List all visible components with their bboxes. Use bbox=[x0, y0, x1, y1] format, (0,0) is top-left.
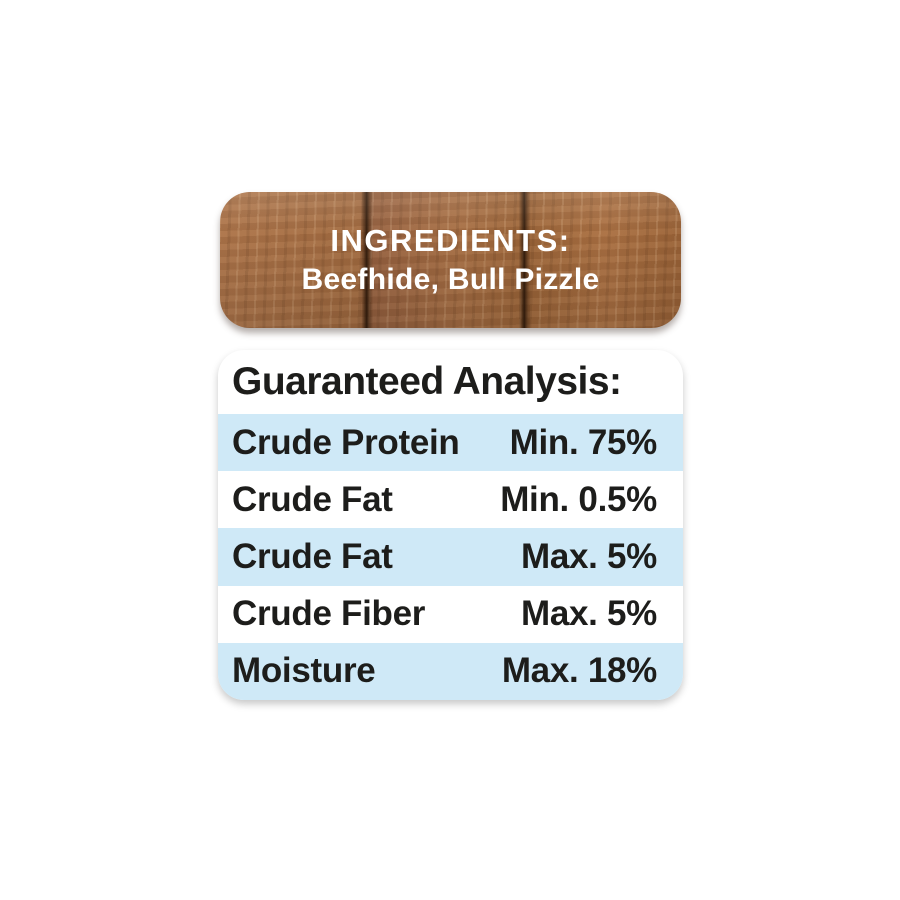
analysis-row-crude-fat-max: Crude Fat Max. 5% bbox=[218, 528, 683, 586]
nutrient-label: Moisture bbox=[232, 651, 376, 691]
nutrient-value: Max. 5% bbox=[520, 594, 657, 634]
analysis-row-crude-fiber: Crude Fiber Max. 5% bbox=[218, 586, 683, 643]
ingredients-panel: INGREDIENTS: Beefhide, Bull Pizzle bbox=[220, 192, 681, 328]
analysis-title: Guaranteed Analysis: bbox=[232, 360, 622, 403]
nutrient-label: Crude Protein bbox=[232, 422, 460, 462]
ingredients-title: INGREDIENTS: bbox=[330, 222, 571, 258]
nutrient-label: Crude Fat bbox=[232, 537, 393, 576]
nutrient-value: Max. 5% bbox=[520, 537, 657, 576]
analysis-row-moisture: Moisture Max. 18% bbox=[218, 642, 683, 700]
nutrient-value: Min. 0.5% bbox=[500, 479, 657, 519]
analysis-row-crude-protein: Crude Protein Min. 75% bbox=[218, 414, 683, 472]
analysis-header: Guaranteed Analysis: bbox=[218, 350, 683, 414]
analysis-row-crude-fat-min: Crude Fat Min. 0.5% bbox=[218, 471, 683, 528]
nutrient-value: Min. 75% bbox=[509, 422, 658, 462]
nutrient-label: Crude Fiber bbox=[232, 594, 426, 634]
guaranteed-analysis-card: Guaranteed Analysis: Crude Protein Min. … bbox=[218, 350, 683, 700]
nutrient-label: Crude Fat bbox=[232, 479, 393, 519]
ingredients-contents: Beefhide, Bull Pizzle bbox=[301, 263, 600, 297]
nutrient-value: Max. 18% bbox=[501, 651, 657, 691]
